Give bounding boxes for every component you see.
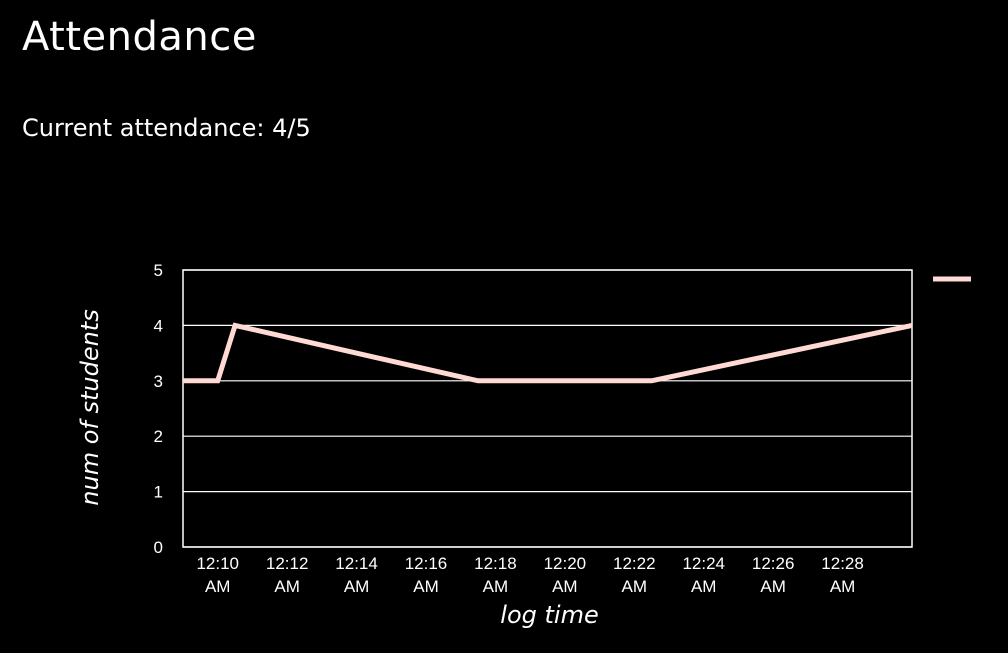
y-tick-label: 3 [154, 372, 163, 391]
y-tick-label: 4 [154, 316, 163, 335]
chart-gridlines [183, 269, 912, 548]
y-tick-label: 2 [154, 427, 163, 446]
series-line [183, 322, 913, 384]
y-tick-label: 0 [154, 538, 163, 557]
x-tick-label: 12:10 AM [196, 554, 239, 596]
y-axis-ticks: 0 1 2 3 4 5 [154, 261, 163, 557]
x-tick-label: 12:24 AM [682, 554, 725, 596]
x-tick-label: 12:16 AM [405, 554, 448, 596]
page-title: Attendance [22, 14, 257, 60]
y-tick-label: 5 [154, 261, 163, 280]
x-tick-label: 12:14 AM [335, 554, 378, 596]
x-tick-label: 12:22 AM [613, 554, 656, 596]
current-attendance: Current attendance: 4/5 [22, 114, 311, 142]
x-tick-label: 12:28 AM [821, 554, 864, 596]
x-axis-ticks: 12:10 AM 12:12 AM 12:14 AM 12:16 AM 12:18 AM 12:20… [196, 554, 863, 596]
x-tick-label: 12:26 AM [752, 554, 795, 596]
x-tick-label: 12:12 AM [266, 554, 309, 596]
y-tick-label: 1 [154, 483, 163, 502]
x-axis-title: log time [500, 601, 598, 629]
x-tick-label: 12:20 AM [544, 554, 587, 596]
series-layer [182, 322, 913, 384]
y-axis-title: num of students [76, 309, 104, 505]
current-attendance-value: 4/5 [272, 114, 311, 142]
x-tick-label: 12:18 AM [474, 554, 517, 596]
plot-area-frame [182, 269, 913, 548]
current-attendance-label: Current attendance: [22, 114, 265, 142]
